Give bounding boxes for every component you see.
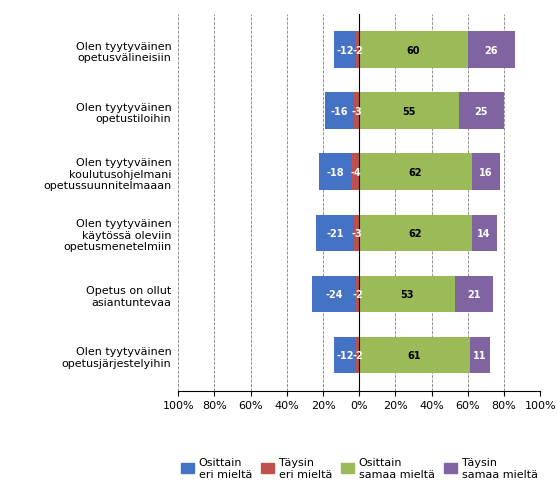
Text: 55: 55 bbox=[402, 106, 416, 116]
Text: 60: 60 bbox=[407, 46, 421, 56]
Bar bbox=[359, 32, 468, 69]
Text: 61: 61 bbox=[408, 350, 421, 360]
Text: -24: -24 bbox=[325, 290, 343, 300]
Text: 14: 14 bbox=[477, 228, 491, 238]
Text: 25: 25 bbox=[475, 106, 488, 116]
Text: -2: -2 bbox=[352, 290, 363, 300]
Bar bbox=[470, 337, 490, 374]
Bar bbox=[354, 93, 359, 130]
Bar bbox=[359, 93, 459, 130]
Bar bbox=[359, 154, 471, 191]
Text: -16: -16 bbox=[331, 106, 348, 116]
Bar bbox=[355, 276, 359, 313]
Text: 26: 26 bbox=[485, 46, 498, 56]
Bar bbox=[316, 215, 354, 252]
Bar bbox=[352, 154, 359, 191]
Text: 53: 53 bbox=[400, 290, 414, 300]
Bar bbox=[471, 215, 497, 252]
Bar bbox=[355, 337, 359, 374]
Text: 62: 62 bbox=[409, 167, 422, 177]
Bar bbox=[334, 337, 355, 374]
Bar bbox=[325, 93, 354, 130]
Bar bbox=[312, 276, 355, 313]
Text: -2: -2 bbox=[352, 46, 363, 56]
Text: -21: -21 bbox=[326, 228, 344, 238]
Bar bbox=[359, 215, 471, 252]
Text: -4: -4 bbox=[350, 167, 361, 177]
Bar bbox=[359, 337, 470, 374]
Bar bbox=[334, 32, 355, 69]
Text: -3: -3 bbox=[351, 106, 362, 116]
Bar bbox=[455, 276, 494, 313]
Bar bbox=[359, 276, 455, 313]
Bar bbox=[320, 154, 352, 191]
Text: 62: 62 bbox=[409, 228, 422, 238]
Text: -2: -2 bbox=[352, 350, 363, 360]
Bar bbox=[355, 32, 359, 69]
Text: 11: 11 bbox=[473, 350, 486, 360]
Bar bbox=[471, 154, 500, 191]
Bar bbox=[354, 215, 359, 252]
Text: 16: 16 bbox=[479, 167, 493, 177]
Text: -12: -12 bbox=[336, 46, 354, 56]
Bar bbox=[459, 93, 504, 130]
Text: -3: -3 bbox=[351, 228, 362, 238]
Text: -12: -12 bbox=[336, 350, 354, 360]
Legend: Osittain
eri mieltä, Täysin
eri mieltä, Osittain
samaa mieltä, Täysin
samaa miel: Osittain eri mieltä, Täysin eri mieltä, … bbox=[177, 453, 542, 483]
Text: -18: -18 bbox=[327, 167, 345, 177]
Text: 21: 21 bbox=[467, 290, 481, 300]
Bar bbox=[468, 32, 515, 69]
